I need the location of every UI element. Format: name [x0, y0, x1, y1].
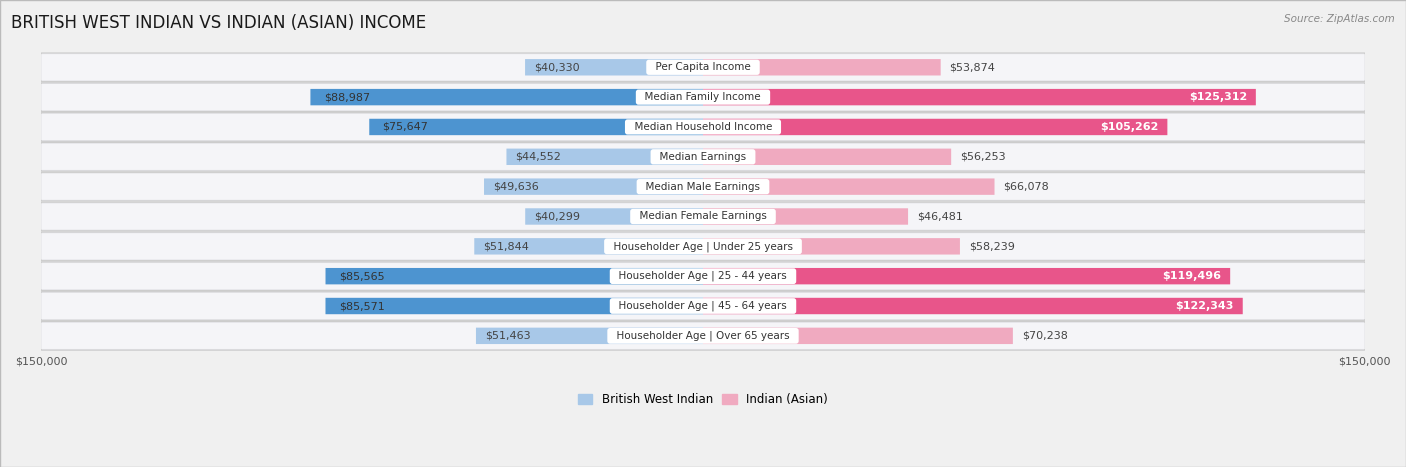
Text: $119,496: $119,496 — [1163, 271, 1222, 281]
FancyBboxPatch shape — [41, 53, 1365, 82]
Text: $88,987: $88,987 — [323, 92, 370, 102]
Text: $46,481: $46,481 — [917, 212, 963, 221]
FancyBboxPatch shape — [41, 114, 1365, 140]
Text: Householder Age | Under 25 years: Householder Age | Under 25 years — [607, 241, 799, 252]
FancyBboxPatch shape — [524, 59, 703, 76]
FancyBboxPatch shape — [41, 292, 1365, 320]
FancyBboxPatch shape — [326, 298, 703, 314]
FancyBboxPatch shape — [41, 323, 1365, 349]
Text: $51,463: $51,463 — [485, 331, 530, 341]
Text: Per Capita Income: Per Capita Income — [650, 62, 756, 72]
Text: $56,253: $56,253 — [960, 152, 1005, 162]
FancyBboxPatch shape — [477, 328, 703, 344]
Text: Householder Age | 45 - 64 years: Householder Age | 45 - 64 years — [613, 301, 793, 311]
Text: Median Earnings: Median Earnings — [654, 152, 752, 162]
FancyBboxPatch shape — [41, 83, 1365, 112]
Text: $40,299: $40,299 — [534, 212, 581, 221]
FancyBboxPatch shape — [703, 298, 1243, 314]
Text: $53,874: $53,874 — [949, 62, 995, 72]
FancyBboxPatch shape — [41, 233, 1365, 260]
Text: Median Female Earnings: Median Female Earnings — [633, 212, 773, 221]
Text: $51,844: $51,844 — [484, 241, 529, 251]
Text: $40,330: $40,330 — [534, 62, 579, 72]
Text: $85,565: $85,565 — [339, 271, 384, 281]
Text: $105,262: $105,262 — [1099, 122, 1159, 132]
Text: $49,636: $49,636 — [494, 182, 538, 191]
FancyBboxPatch shape — [474, 238, 703, 255]
Text: BRITISH WEST INDIAN VS INDIAN (ASIAN) INCOME: BRITISH WEST INDIAN VS INDIAN (ASIAN) IN… — [11, 14, 426, 32]
FancyBboxPatch shape — [703, 149, 952, 165]
FancyBboxPatch shape — [703, 178, 994, 195]
FancyBboxPatch shape — [703, 119, 1167, 135]
FancyBboxPatch shape — [41, 232, 1365, 261]
Text: Householder Age | 25 - 44 years: Householder Age | 25 - 44 years — [613, 271, 793, 282]
FancyBboxPatch shape — [311, 89, 703, 106]
FancyBboxPatch shape — [703, 328, 1012, 344]
Text: Median Household Income: Median Household Income — [627, 122, 779, 132]
FancyBboxPatch shape — [703, 238, 960, 255]
FancyBboxPatch shape — [484, 178, 703, 195]
FancyBboxPatch shape — [703, 89, 1256, 106]
FancyBboxPatch shape — [506, 149, 703, 165]
FancyBboxPatch shape — [41, 293, 1365, 319]
FancyBboxPatch shape — [41, 202, 1365, 231]
Text: Source: ZipAtlas.com: Source: ZipAtlas.com — [1284, 14, 1395, 24]
FancyBboxPatch shape — [41, 172, 1365, 201]
FancyBboxPatch shape — [41, 321, 1365, 350]
Text: $125,312: $125,312 — [1188, 92, 1247, 102]
FancyBboxPatch shape — [41, 203, 1365, 230]
FancyBboxPatch shape — [41, 174, 1365, 200]
FancyBboxPatch shape — [370, 119, 703, 135]
Text: $66,078: $66,078 — [1004, 182, 1049, 191]
Text: $75,647: $75,647 — [382, 122, 429, 132]
Text: Median Male Earnings: Median Male Earnings — [640, 182, 766, 191]
FancyBboxPatch shape — [703, 268, 1230, 284]
FancyBboxPatch shape — [703, 59, 941, 76]
Legend: British West Indian, Indian (Asian): British West Indian, Indian (Asian) — [574, 388, 832, 410]
Text: Householder Age | Over 65 years: Householder Age | Over 65 years — [610, 331, 796, 341]
FancyBboxPatch shape — [326, 268, 703, 284]
FancyBboxPatch shape — [41, 113, 1365, 142]
Text: Median Family Income: Median Family Income — [638, 92, 768, 102]
FancyBboxPatch shape — [41, 54, 1365, 80]
Text: $122,343: $122,343 — [1175, 301, 1234, 311]
Text: $70,238: $70,238 — [1022, 331, 1067, 341]
FancyBboxPatch shape — [41, 84, 1365, 110]
FancyBboxPatch shape — [41, 142, 1365, 171]
Text: $58,239: $58,239 — [969, 241, 1015, 251]
Text: $85,571: $85,571 — [339, 301, 384, 311]
FancyBboxPatch shape — [703, 208, 908, 225]
FancyBboxPatch shape — [526, 208, 703, 225]
FancyBboxPatch shape — [41, 263, 1365, 289]
FancyBboxPatch shape — [41, 144, 1365, 170]
Text: $44,552: $44,552 — [515, 152, 561, 162]
FancyBboxPatch shape — [41, 262, 1365, 290]
